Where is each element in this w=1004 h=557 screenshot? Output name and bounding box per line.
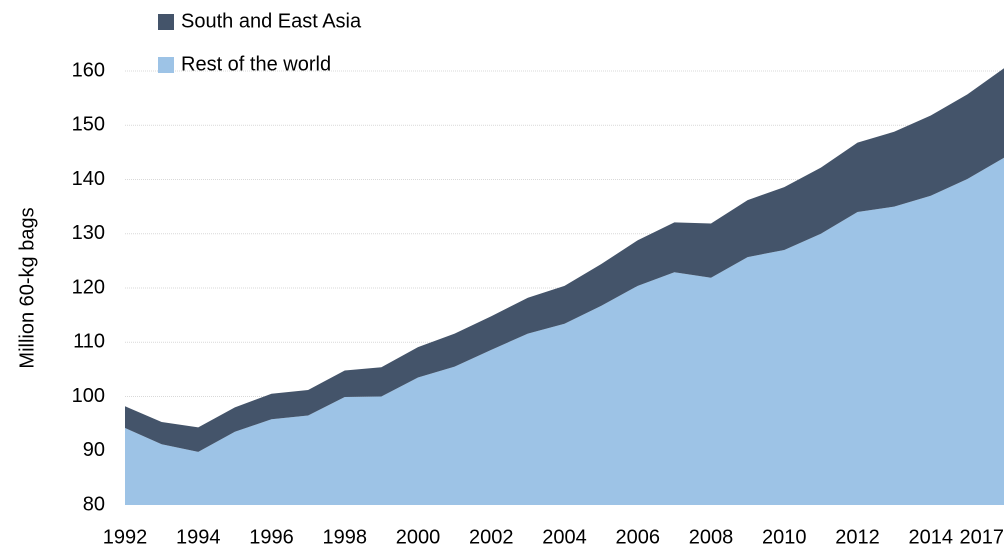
x-tick-label: 2017 bbox=[960, 526, 1004, 548]
x-tick-label: 2006 bbox=[616, 526, 661, 548]
x-tick-label: 1998 bbox=[323, 526, 368, 548]
y-tick-label: 80 bbox=[83, 493, 105, 515]
x-tick-label: 1992 bbox=[103, 526, 148, 548]
legend-label: South and East Asia bbox=[181, 10, 362, 32]
y-tick-label: 160 bbox=[72, 59, 105, 81]
x-tick-label: 2002 bbox=[469, 526, 514, 548]
y-tick-label: 90 bbox=[83, 439, 105, 461]
area bbox=[125, 157, 1004, 506]
y-tick-label: 130 bbox=[72, 222, 105, 244]
x-tick-label: 2008 bbox=[689, 526, 734, 548]
y-tick-label: 110 bbox=[73, 331, 105, 353]
legend-label: Rest of the world bbox=[181, 53, 331, 75]
x-tick-label: 2004 bbox=[542, 526, 587, 548]
x-tick-label: 2000 bbox=[396, 526, 441, 548]
legend-swatch bbox=[158, 14, 174, 30]
legend-swatch bbox=[158, 57, 174, 73]
x-tick-label: 2012 bbox=[835, 526, 880, 548]
y-tick-label: 100 bbox=[72, 385, 105, 407]
x-tick-label: 2014 bbox=[909, 526, 954, 548]
y-tick-label: 140 bbox=[72, 168, 105, 190]
x-tick-label: 1994 bbox=[176, 526, 221, 548]
y-tick-label: 150 bbox=[72, 114, 105, 136]
y-axis-label: Million 60-kg bags bbox=[16, 207, 38, 368]
x-tick-label: 1996 bbox=[249, 526, 294, 548]
y-tick-label: 120 bbox=[72, 276, 105, 298]
x-tick-label: 2010 bbox=[762, 526, 807, 548]
